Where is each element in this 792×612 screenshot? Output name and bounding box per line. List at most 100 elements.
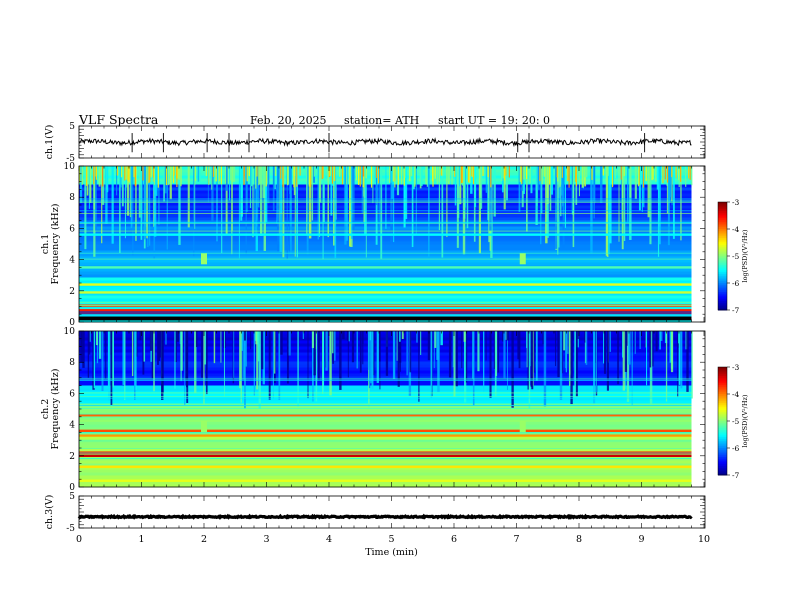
sferic-streak	[691, 331, 693, 399]
sferic-streak	[180, 331, 182, 382]
sferic-streak	[477, 166, 479, 185]
spectrogram-band	[79, 460, 692, 464]
sferic-streak	[657, 166, 660, 257]
sferic-streak	[253, 331, 256, 396]
sferic-streak	[107, 331, 109, 386]
sferic-streak	[258, 331, 261, 409]
hf-streak	[680, 166, 682, 182]
colorbar-step	[718, 473, 727, 476]
sferic-streak	[463, 331, 466, 342]
colorbar-step	[718, 218, 727, 221]
sferic-streak	[225, 166, 228, 191]
sferic-streak	[256, 166, 259, 235]
freq-band	[79, 465, 692, 468]
sferic-streak	[575, 331, 578, 397]
sferic-streak	[574, 331, 576, 398]
start-time-label: start UT = 19: 20: 0	[438, 114, 551, 127]
colorbar-step	[718, 446, 727, 449]
sferic-streak	[477, 331, 480, 372]
colorbar-step	[718, 220, 727, 223]
sferic-streak	[418, 331, 420, 402]
colorbar-step	[718, 462, 727, 465]
sferic-streak	[561, 331, 564, 374]
sferic-streak	[153, 166, 155, 227]
freq-line	[79, 230, 692, 232]
sferic-streak	[111, 331, 114, 386]
hf-streak	[334, 166, 336, 182]
spectrogram-band	[79, 376, 692, 380]
sferic-streak	[111, 166, 114, 244]
hf-streak	[172, 166, 175, 183]
colorbar-step	[718, 464, 727, 467]
spectrogram-band	[79, 223, 692, 227]
spectrogram-band	[79, 481, 692, 485]
spectrogram-band	[79, 412, 692, 416]
sferic-streak	[543, 331, 547, 407]
spectrogram-band	[79, 271, 692, 275]
sferic-streak	[96, 331, 99, 364]
sferic-streak	[225, 166, 228, 235]
sferic-streak	[105, 166, 108, 224]
sferic-streak	[149, 166, 151, 246]
ch2-spectrogram-colorbar	[717, 366, 730, 476]
sferic-streak	[329, 331, 332, 396]
colorbar-step	[718, 275, 727, 279]
hf-streak	[523, 166, 525, 180]
ch2-spectrogram-frame	[78, 330, 706, 488]
sferic-streak	[565, 331, 567, 373]
sferic-streak	[158, 331, 161, 361]
sferic-streak	[134, 331, 136, 400]
hf-streak	[645, 166, 647, 181]
colorbar-step	[718, 254, 727, 257]
sferic-streak	[98, 166, 101, 187]
sferic-streak	[452, 331, 454, 368]
sferic-streak	[140, 166, 143, 240]
hf-streak	[152, 166, 155, 178]
spectrogram-band	[79, 394, 692, 398]
sferic-streak	[375, 166, 378, 245]
freq-line	[79, 412, 692, 413]
spectrogram-band	[79, 235, 692, 239]
sferic-streak	[333, 331, 336, 361]
hf-streak	[282, 166, 284, 187]
freq-line	[79, 419, 692, 421]
hf-streak	[525, 166, 528, 179]
hf-streak	[229, 166, 232, 181]
colorbar-step	[718, 408, 727, 411]
hf-streak	[125, 166, 127, 180]
sferic-streak	[571, 166, 574, 211]
colorbar-step	[718, 460, 727, 463]
sferic-streak	[398, 331, 402, 363]
sferic-streak	[252, 166, 254, 238]
hf-streak	[81, 166, 83, 185]
sferic-streak	[264, 166, 268, 223]
colorbar-step	[718, 367, 727, 370]
hf-streak	[243, 166, 245, 186]
hf-streak	[294, 166, 296, 176]
colorbar-tick-label: -6	[732, 279, 740, 288]
sferic-streak	[489, 331, 492, 398]
colorbar-step	[718, 223, 727, 226]
hf-streak	[256, 166, 258, 177]
colorbar-tick-label: -4	[732, 225, 740, 234]
freq-line	[79, 378, 692, 380]
sferic-streak	[359, 331, 362, 373]
x-axis-label: Time (min)	[365, 547, 418, 558]
hf-streak	[227, 166, 230, 184]
x-tick-label: 2	[201, 534, 207, 545]
y-tick-label: 4	[69, 421, 75, 431]
colorbar-step	[718, 368, 727, 372]
colorbar-step	[718, 379, 727, 382]
sferic-streak	[590, 166, 593, 254]
sferic-streak	[194, 331, 197, 393]
sferic-streak	[141, 166, 143, 241]
sferic-streak	[376, 331, 379, 383]
sferic-streak	[561, 166, 564, 196]
sferic-streak	[646, 331, 648, 386]
colorbar-tick-label: -3	[732, 198, 740, 207]
colorbar-step	[718, 399, 727, 402]
hf-streak	[559, 166, 561, 187]
hf-streak	[558, 166, 560, 188]
sferic-streak	[385, 166, 387, 229]
sferic-streak	[297, 331, 299, 407]
